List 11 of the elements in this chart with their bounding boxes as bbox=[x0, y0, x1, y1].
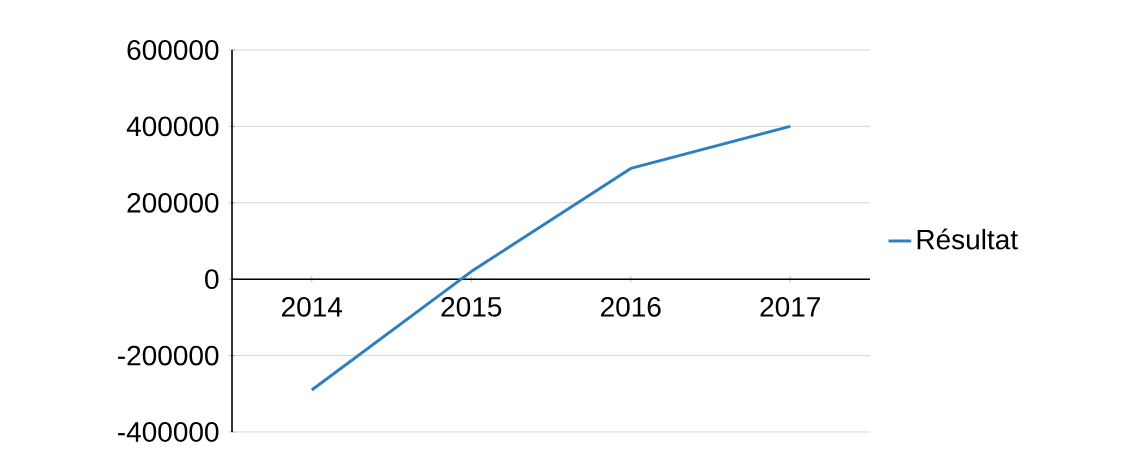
x-tick-label: 2014 bbox=[282, 296, 343, 317]
y-tick-label: -400000 bbox=[118, 422, 219, 442]
x-tick-label: 2016 bbox=[601, 296, 661, 317]
y-tick-label: 0 bbox=[205, 269, 219, 290]
y-tick-label: 200000 bbox=[127, 192, 219, 213]
legend-label: Résultat bbox=[917, 228, 1018, 250]
y-tick-label: 600000 bbox=[127, 40, 219, 60]
y-tick-label: 400000 bbox=[126, 116, 219, 137]
x-tick-label: 2015 bbox=[441, 296, 502, 317]
y-tick-label: -200000 bbox=[118, 345, 219, 366]
x-tick-label: 2017 bbox=[760, 296, 820, 317]
